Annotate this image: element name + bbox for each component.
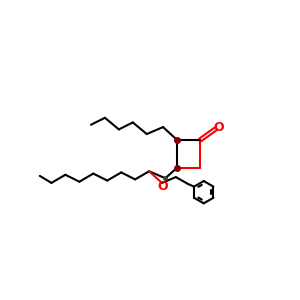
Text: O: O bbox=[158, 180, 168, 193]
Text: O: O bbox=[214, 121, 224, 134]
